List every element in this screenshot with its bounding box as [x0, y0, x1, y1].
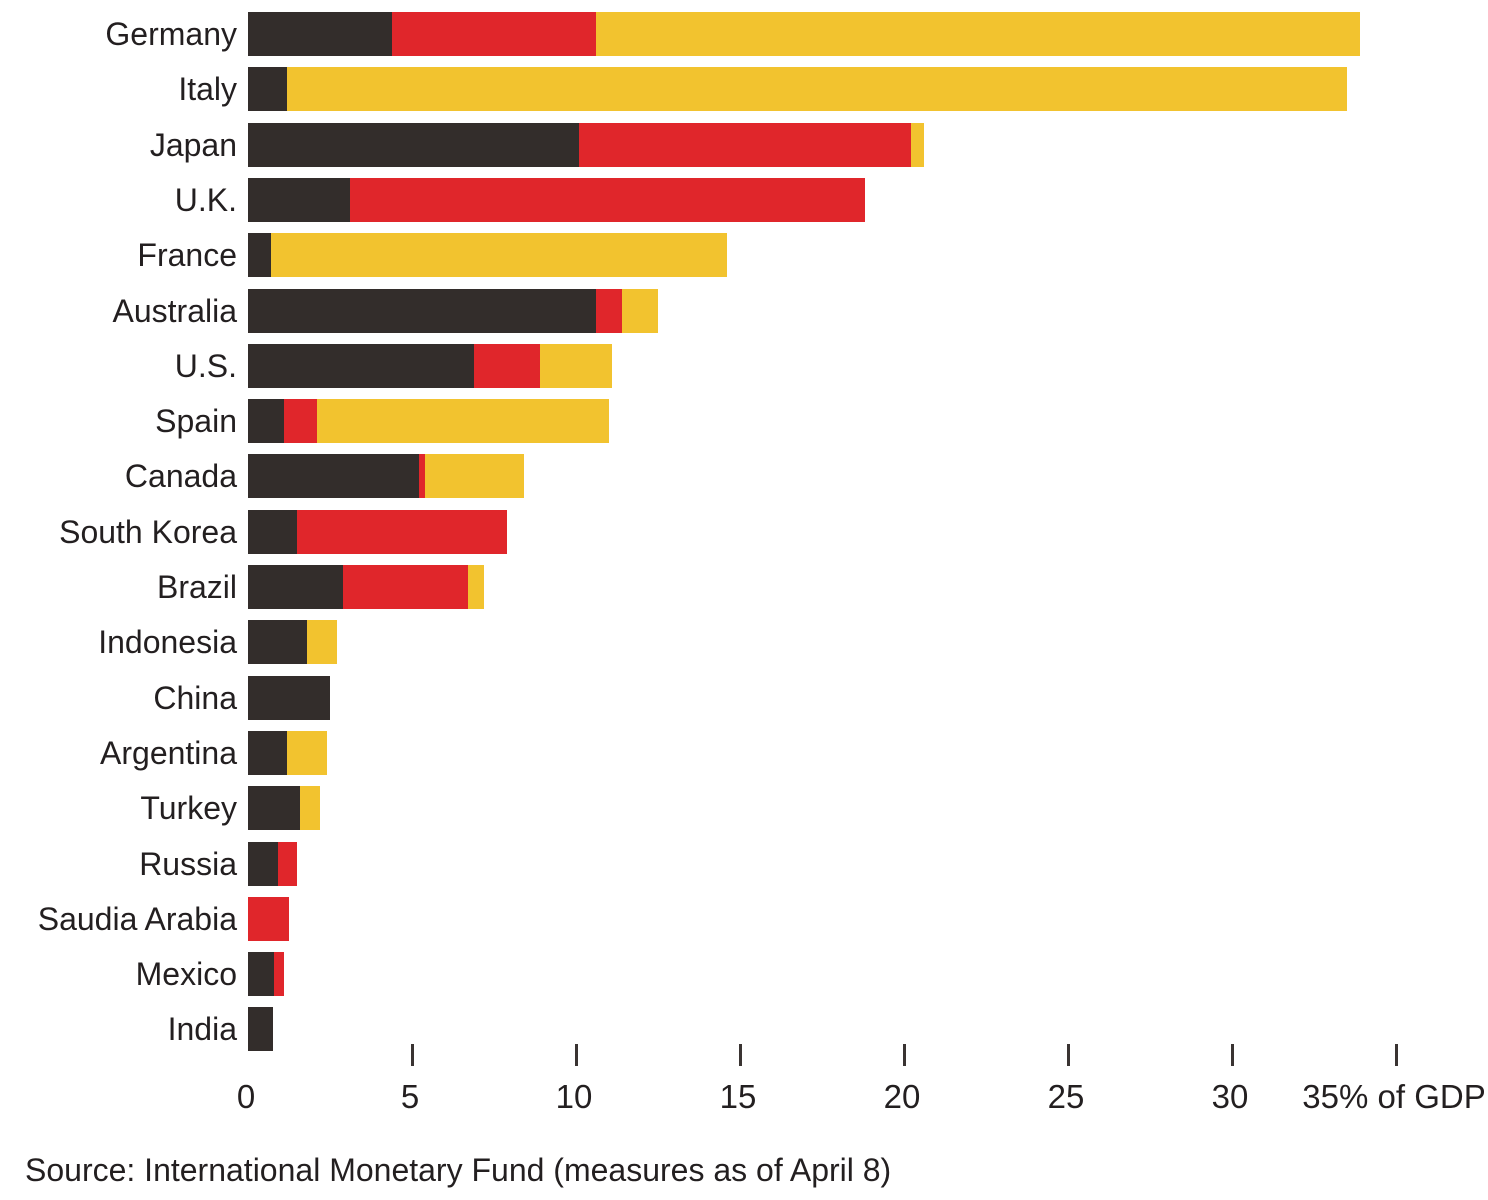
- yellow-segment: [621, 288, 658, 333]
- red-segment: [248, 896, 289, 941]
- black-segment: [248, 233, 271, 278]
- category-label: India: [167, 1011, 237, 1048]
- black-segment: [248, 288, 596, 333]
- black-segment: [248, 565, 344, 609]
- category-label: Germany: [105, 16, 237, 52]
- black-segment: [248, 730, 288, 775]
- x-axis-tick-label: 10: [555, 1078, 593, 1115]
- category-label: Saudia Arabia: [37, 900, 237, 937]
- x-axis-tick-label: 0: [236, 1078, 256, 1115]
- source-note: Source: International Monetary Fund (mea…: [25, 1152, 892, 1188]
- x-axis-tick-label: 20: [883, 1078, 921, 1115]
- red-segment: [343, 565, 468, 609]
- red-segment: [474, 343, 540, 388]
- x-axis-tick-label: 5: [400, 1078, 420, 1115]
- red-segment: [418, 454, 426, 499]
- black-segment: [248, 67, 288, 112]
- x-axis-tick: [574, 1044, 578, 1066]
- red-segment: [297, 509, 508, 554]
- x-axis-tick-label: 30: [1211, 1078, 1249, 1115]
- yellow-segment: [539, 343, 613, 388]
- black-segment: [248, 786, 301, 831]
- black-segment: [248, 12, 393, 56]
- black-segment: [248, 841, 278, 886]
- red-segment: [392, 12, 596, 56]
- x-axis-tick-label: 15: [719, 1078, 757, 1115]
- category-label: Turkey: [140, 790, 237, 827]
- black-segment: [248, 1007, 273, 1052]
- category-label: China: [153, 679, 237, 716]
- category-label: France: [137, 237, 237, 274]
- x-axis-tick: [1230, 1044, 1234, 1066]
- yellow-segment: [425, 454, 524, 499]
- black-segment: [248, 675, 330, 720]
- x-axis-tick-label: 25: [1047, 1078, 1085, 1115]
- category-label: South Korea: [59, 513, 237, 550]
- x-axis-tick: [902, 1044, 906, 1066]
- category-label: Brazil: [156, 569, 237, 605]
- black-segment: [248, 177, 350, 222]
- category-label: Australia: [112, 292, 238, 329]
- red-segment: [595, 288, 622, 333]
- black-segment: [248, 343, 475, 388]
- yellow-segment: [270, 233, 727, 278]
- red-segment: [277, 841, 298, 886]
- black-segment: [248, 620, 308, 665]
- category-label: Spain: [155, 403, 237, 440]
- category-label: Italy: [178, 71, 237, 108]
- x-axis-tick: [410, 1044, 414, 1066]
- yellow-segment: [300, 786, 321, 831]
- red-segment: [349, 177, 865, 222]
- red-segment: [284, 399, 317, 444]
- yellow-segment: [595, 12, 1360, 56]
- red-segment: [579, 122, 911, 167]
- black-segment: [248, 454, 419, 499]
- yellow-segment: [307, 620, 337, 665]
- category-label: Russia: [139, 845, 237, 882]
- category-label: Mexico: [135, 956, 237, 993]
- yellow-segment: [316, 399, 609, 444]
- x-axis-tick-label: 35% of GDP: [1302, 1078, 1486, 1115]
- yellow-segment: [467, 565, 485, 609]
- black-segment: [248, 509, 298, 554]
- yellow-segment: [287, 67, 1347, 112]
- category-label: Indonesia: [98, 624, 237, 661]
- category-label: U.K.: [174, 181, 237, 218]
- x-axis-tick: [1394, 1044, 1398, 1066]
- x-axis-tick: [738, 1044, 742, 1066]
- category-label: Canada: [124, 458, 237, 495]
- black-segment: [248, 122, 580, 167]
- yellow-segment: [287, 730, 327, 775]
- category-label: U.S.: [174, 347, 237, 384]
- yellow-segment: [910, 122, 924, 167]
- category-label: Argentina: [100, 734, 237, 771]
- black-segment: [248, 399, 285, 444]
- red-segment: [274, 952, 285, 997]
- x-axis-tick: [1066, 1044, 1070, 1066]
- category-label: Japan: [149, 126, 237, 163]
- black-segment: [248, 952, 275, 997]
